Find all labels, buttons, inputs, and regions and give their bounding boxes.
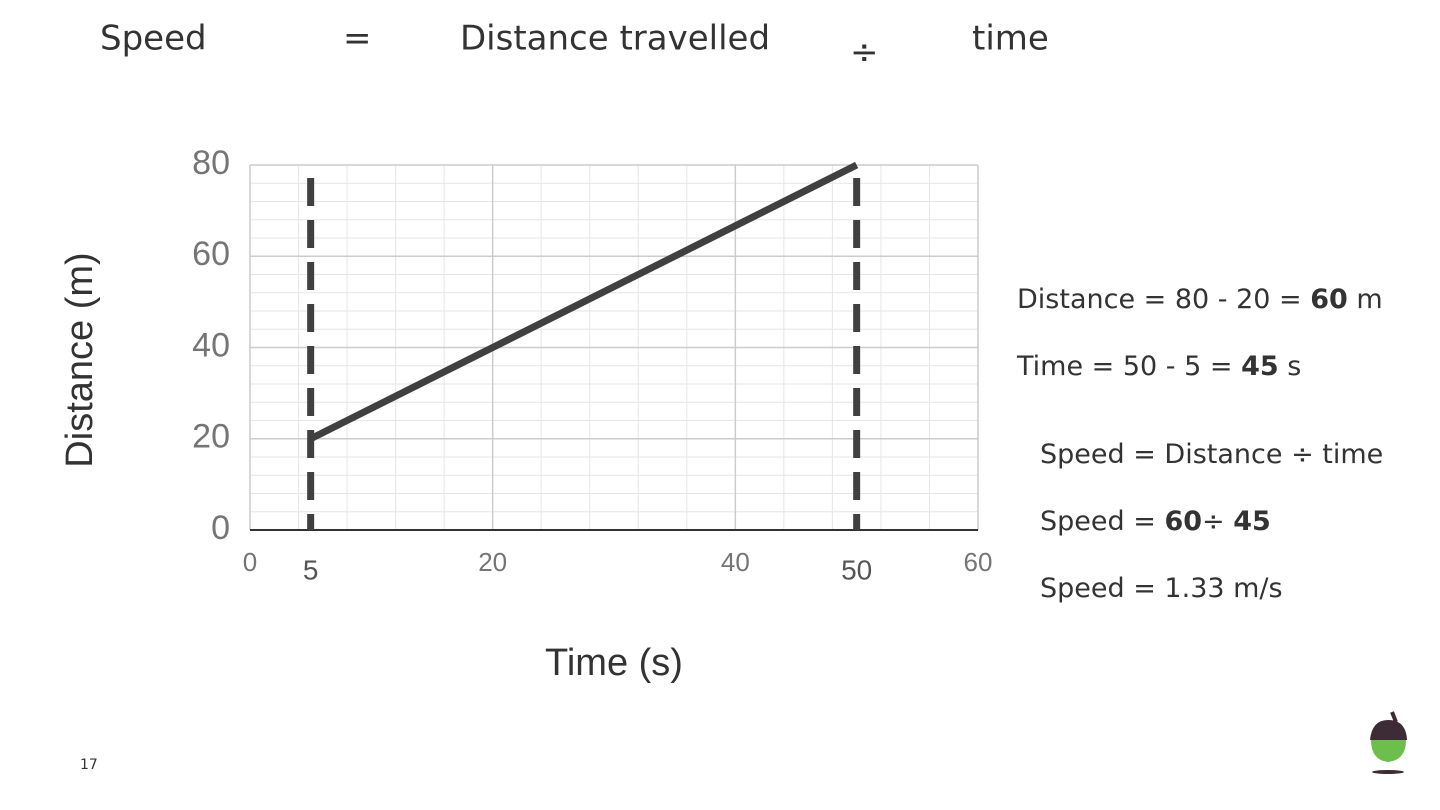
header-part: Distance travelled — [460, 19, 770, 59]
page-number: 17 — [80, 757, 98, 773]
logo-stem — [1390, 711, 1398, 723]
working-text: Time = 50 - 5 = — [1016, 351, 1241, 382]
y-tick-label: 60 — [192, 235, 230, 273]
marker-label: 50 — [841, 554, 872, 585]
working-text: 45 — [1241, 351, 1279, 382]
x-axis-label: Time (s) — [545, 642, 683, 684]
x-tick-label: 20 — [478, 547, 507, 577]
x-tick-label: 60 — [964, 547, 993, 577]
working-text: Distance = 80 - 20 = — [1017, 284, 1310, 315]
working-text: Speed = — [1040, 506, 1164, 537]
header-part: Speed — [100, 19, 207, 59]
y-tick-label: 40 — [192, 326, 230, 364]
working-text: ÷ — [1202, 506, 1233, 537]
y-tick-label: 80 — [192, 144, 230, 182]
x-tick-label: 0 — [243, 547, 257, 577]
working-text: Speed = Distance ÷ time — [1040, 439, 1383, 470]
x-tick-label: 40 — [721, 547, 750, 577]
logo-shadow — [1372, 770, 1404, 774]
logo — [1370, 711, 1407, 774]
working: Distance = 80 - 20 = 60 m Time = 50 - 5 =… — [1016, 284, 1383, 604]
y-tick-label: 20 — [192, 418, 230, 456]
marker-label: 5 — [303, 554, 319, 585]
working-text: 45 — [1233, 506, 1271, 537]
header-part: = — [343, 19, 372, 59]
header: Speed = Distance travelled ÷ time — [100, 19, 1049, 73]
header-part: time — [972, 19, 1049, 59]
working-line: Speed = 1.33 m/s — [1040, 573, 1283, 604]
logo-nut — [1371, 740, 1406, 762]
working-line: Speed = 60÷ 45 — [1040, 506, 1271, 537]
working-text: s — [1279, 351, 1302, 382]
working-text: m — [1348, 284, 1383, 315]
y-axis-label: Distance (m) — [59, 252, 101, 467]
working-line: Distance = 80 - 20 = 60 m — [1017, 284, 1383, 315]
logo-cap — [1370, 720, 1407, 740]
working-text: 60 — [1164, 506, 1202, 537]
working-text: Speed = 1.33 m/s — [1040, 573, 1283, 604]
data-line — [309, 161, 859, 442]
working-text: 60 — [1310, 284, 1348, 315]
working-line: Speed = Distance ÷ time — [1040, 439, 1383, 470]
chart: 0 20 40 60 0 20 40 60 80 5 50 Time (s) Distance (m) — [59, 144, 992, 684]
header-part: ÷ — [850, 33, 879, 73]
working-line: Time = 50 - 5 = 45 s — [1016, 351, 1301, 382]
y-tick-label: 0 — [211, 509, 230, 547]
